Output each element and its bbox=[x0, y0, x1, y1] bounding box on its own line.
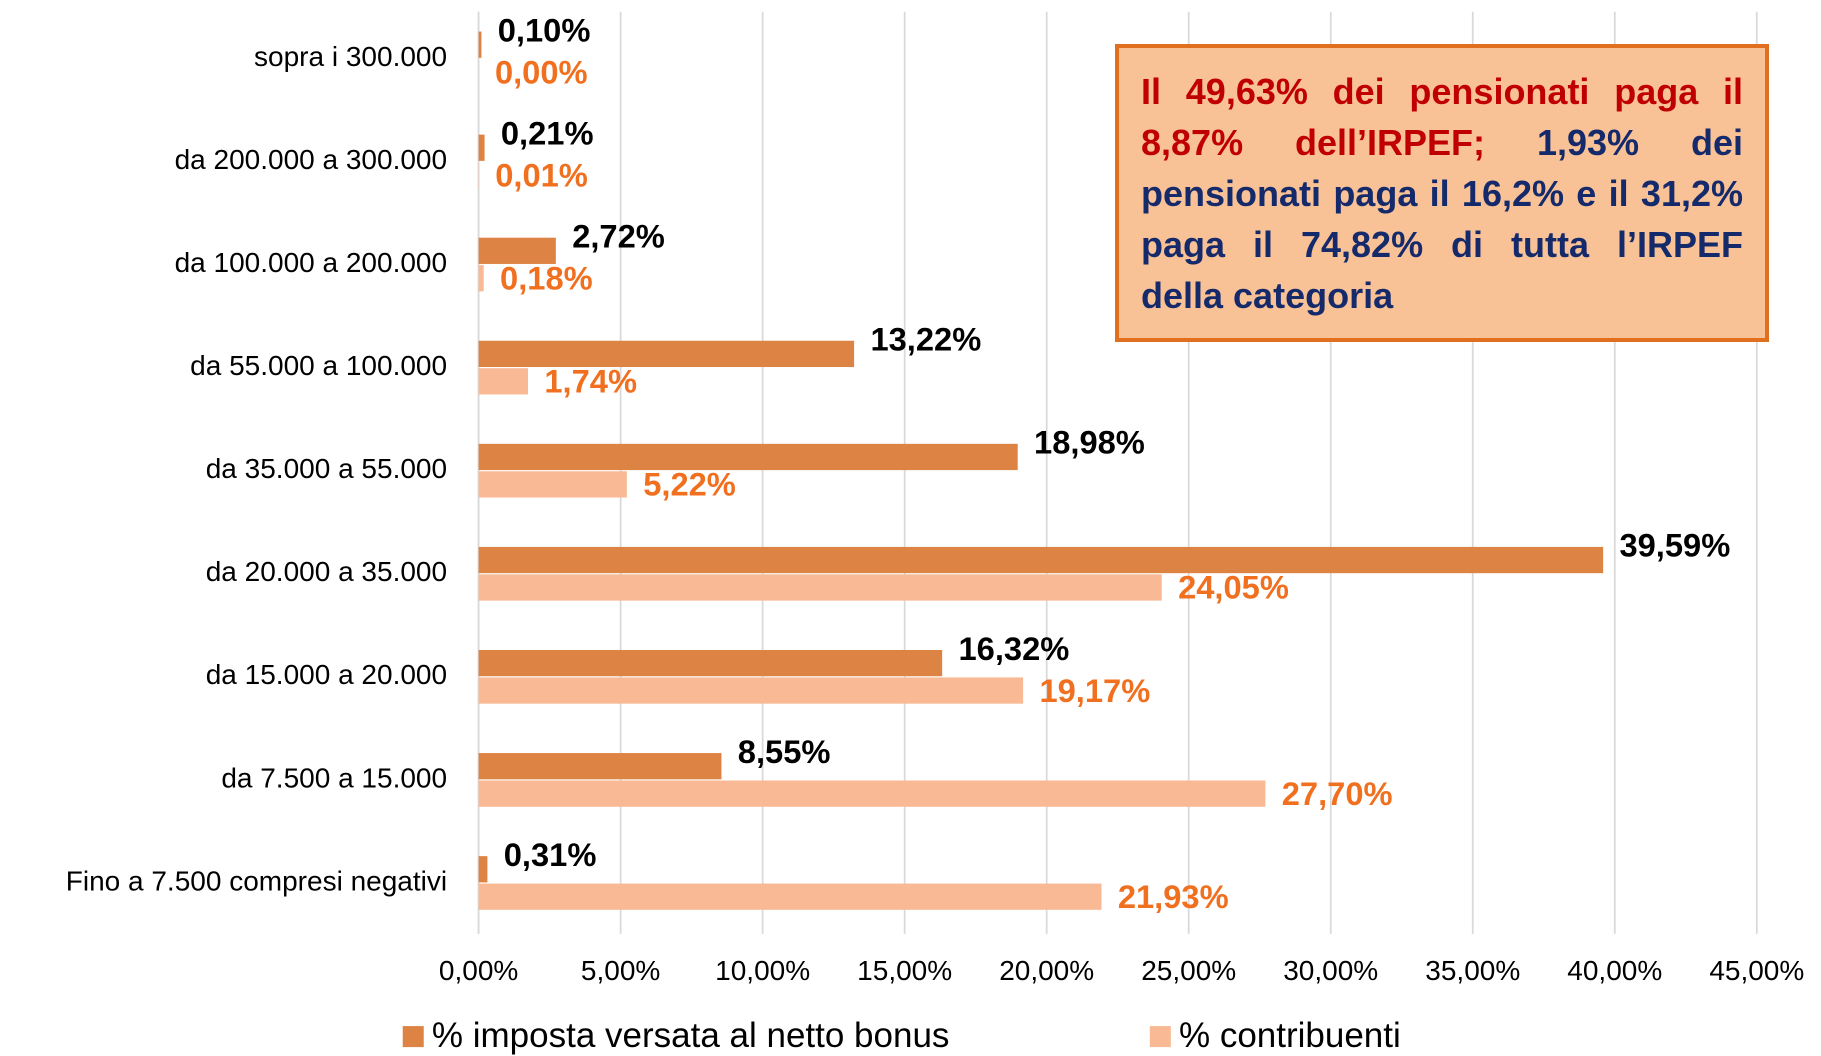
bar bbox=[478, 471, 627, 498]
x-tick-label: 5,00% bbox=[581, 955, 660, 986]
bar bbox=[478, 574, 1162, 601]
x-tick-label: 20,00% bbox=[999, 955, 1094, 986]
legend-label: % contribuenti bbox=[1179, 1016, 1401, 1055]
value-label: 2,72% bbox=[572, 217, 665, 254]
x-tick-label: 40,00% bbox=[1567, 955, 1662, 986]
legend-swatch bbox=[1149, 1026, 1171, 1048]
bar bbox=[478, 856, 488, 883]
bar bbox=[478, 546, 1604, 574]
value-label: 8,55% bbox=[738, 733, 831, 770]
value-label: 16,32% bbox=[958, 630, 1069, 667]
category-label: da 200.000 a 300.000 bbox=[175, 144, 447, 175]
category-label: sopra i 300.000 bbox=[254, 41, 447, 72]
value-label: 0,21% bbox=[501, 114, 594, 151]
annotation-box: Il 49,63% dei pensionati paga il 8,87% d… bbox=[1115, 44, 1769, 342]
value-label: 13,22% bbox=[870, 321, 981, 358]
value-label: 0,01% bbox=[495, 156, 588, 193]
category-label: da 55.000 a 100.000 bbox=[190, 350, 447, 381]
x-tick-label: 35,00% bbox=[1425, 955, 1520, 986]
value-label: 0,31% bbox=[504, 836, 597, 873]
x-tick-label: 10,00% bbox=[715, 955, 810, 986]
bar bbox=[478, 31, 482, 58]
legend-label: % imposta versata al netto bonus bbox=[432, 1016, 950, 1055]
value-label: 0,00% bbox=[495, 53, 588, 90]
category-label: Fino a 7.500 compresi negativi bbox=[66, 865, 447, 896]
category-label: da 100.000 a 200.000 bbox=[175, 247, 447, 278]
value-label: 21,93% bbox=[1118, 878, 1229, 915]
value-label: 27,70% bbox=[1282, 775, 1393, 812]
bar bbox=[478, 780, 1266, 807]
value-label: 0,18% bbox=[500, 260, 593, 297]
category-label: da 35.000 a 55.000 bbox=[206, 453, 447, 484]
bar bbox=[478, 443, 1018, 471]
annotation-red: Il 49,63% dei pensionati paga il 8,87% d… bbox=[1141, 71, 1743, 163]
category-label: da 15.000 a 20.000 bbox=[206, 659, 447, 690]
value-label: 19,17% bbox=[1039, 672, 1150, 709]
bar bbox=[478, 134, 485, 161]
x-tick-label: 25,00% bbox=[1141, 955, 1236, 986]
value-label: 18,98% bbox=[1034, 424, 1145, 461]
bar bbox=[478, 237, 556, 264]
value-label: 1,74% bbox=[544, 363, 637, 400]
x-tick-label: 30,00% bbox=[1283, 955, 1378, 986]
x-tick-label: 45,00% bbox=[1709, 955, 1804, 986]
bar bbox=[478, 649, 943, 677]
annotation-blue: 1,93% dei pensionati paga il 16,2% e il … bbox=[1141, 122, 1743, 316]
value-label: 5,22% bbox=[643, 466, 736, 503]
value-label: 39,59% bbox=[1619, 527, 1730, 564]
value-label: 0,10% bbox=[498, 11, 591, 48]
category-label: da 7.500 a 15.000 bbox=[221, 762, 447, 793]
x-tick-label: 15,00% bbox=[857, 955, 952, 986]
bar bbox=[478, 677, 1024, 704]
bar bbox=[478, 368, 529, 395]
value-label: 24,05% bbox=[1178, 569, 1289, 606]
x-tick-label: 0,00% bbox=[439, 955, 518, 986]
bar bbox=[478, 340, 855, 368]
category-label: da 20.000 a 35.000 bbox=[206, 556, 447, 587]
bar bbox=[478, 265, 484, 292]
legend-swatch bbox=[402, 1026, 424, 1048]
bar bbox=[478, 883, 1102, 910]
bar bbox=[478, 753, 722, 780]
